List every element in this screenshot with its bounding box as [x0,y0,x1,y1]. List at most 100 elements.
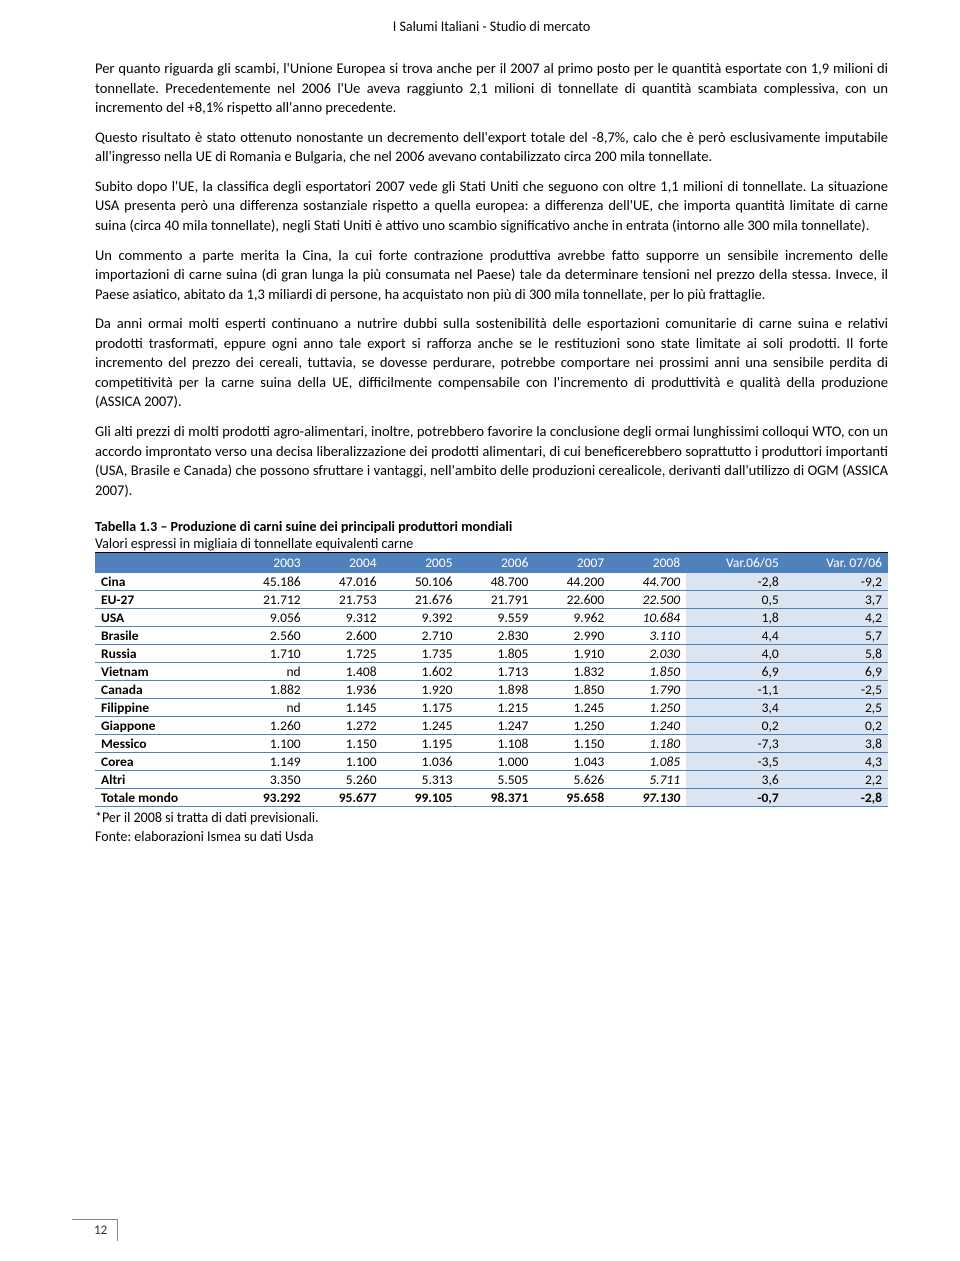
table-row: Messico1.1001.1501.1951.1081.1501.180-7,… [95,735,888,753]
cell: 3.110 [610,627,686,645]
cell: 9.392 [383,609,459,627]
table-row: Cina45.18647.01650.10648.70044.20044.700… [95,573,888,591]
cell: 1.145 [307,699,383,717]
cell: 21.753 [307,591,383,609]
table-row: EU-2721.71221.75321.67621.79122.60022.50… [95,591,888,609]
cell: 95.658 [534,789,610,807]
cell: 1.936 [307,681,383,699]
cell: 9.312 [307,609,383,627]
cell: 50.106 [383,573,459,591]
cell: 1.150 [534,735,610,753]
col-var0605: Var.06/05 [686,553,785,573]
cell: -0,7 [686,789,785,807]
cell: 97.130 [610,789,686,807]
cell: 1.725 [307,645,383,663]
cell: 3.350 [231,771,307,789]
cell: 5.313 [383,771,459,789]
row-label: Corea [95,753,231,771]
row-label: USA [95,609,231,627]
table-footnote-1: *Per il 2008 si tratta di dati prevision… [95,809,888,826]
table-title: Tabella 1.3 – Produzione di carni suine … [95,518,888,535]
cell: 21.791 [458,591,534,609]
table-row: Canada1.8821.9361.9201.8981.8501.790-1,1… [95,681,888,699]
col-2003: 2003 [231,553,307,573]
cell: 1.043 [534,753,610,771]
cell: 3,8 [785,735,888,753]
cell: 2.830 [458,627,534,645]
cell: -2,5 [785,681,888,699]
table-row: Totale mondo93.29295.67799.10598.37195.6… [95,789,888,807]
cell: 2,2 [785,771,888,789]
table-row: Giappone1.2601.2721.2451.2471.2501.2400,… [95,717,888,735]
cell: 0,2 [686,717,785,735]
cell: 1.085 [610,753,686,771]
row-label: Russia [95,645,231,663]
cell: 0,2 [785,717,888,735]
cell: 1.710 [231,645,307,663]
cell: 1.195 [383,735,459,753]
paragraph-3: Subito dopo l'UE, la classifica degli es… [95,177,888,236]
cell: 1.215 [458,699,534,717]
cell: 4,3 [785,753,888,771]
cell: 1.245 [534,699,610,717]
cell: 1.108 [458,735,534,753]
cell: 22.600 [534,591,610,609]
cell: 1.920 [383,681,459,699]
cell: 1.790 [610,681,686,699]
table-row: Brasile2.5602.6002.7102.8302.9903.1104,4… [95,627,888,645]
cell: 3,6 [686,771,785,789]
table-row: USA9.0569.3129.3929.5599.96210.6841,84,2 [95,609,888,627]
cell: 5.505 [458,771,534,789]
cell: 2.990 [534,627,610,645]
cell: -3,5 [686,753,785,771]
cell: 6,9 [686,663,785,681]
cell: 5.626 [534,771,610,789]
cell: nd [231,699,307,717]
row-label: Totale mondo [95,789,231,807]
cell: 1.100 [307,753,383,771]
cell: 0,5 [686,591,785,609]
row-label: EU-27 [95,591,231,609]
table-row: Filippinend1.1451.1751.2151.2451.2503,42… [95,699,888,717]
cell: nd [231,663,307,681]
cell: 6,9 [785,663,888,681]
cell: 47.016 [307,573,383,591]
cell: 1.250 [610,699,686,717]
page-number: 12 [72,1219,118,1241]
cell: 1.910 [534,645,610,663]
cell: 1.000 [458,753,534,771]
paragraph-6: Gli alti prezzi di molti prodotti agro-a… [95,422,888,500]
cell: 1.805 [458,645,534,663]
cell: 1.250 [534,717,610,735]
cell: 1.408 [307,663,383,681]
cell: 1.260 [231,717,307,735]
cell: 1.832 [534,663,610,681]
row-label: Filippine [95,699,231,717]
paragraph-4: Un commento a parte merita la Cina, la c… [95,246,888,305]
cell: 44.200 [534,573,610,591]
production-table: 2003 2004 2005 2006 2007 2008 Var.06/05 … [95,553,888,807]
cell: 1.149 [231,753,307,771]
cell: 10.684 [610,609,686,627]
col-var0706: Var. 07/06 [785,553,888,573]
cell: 95.677 [307,789,383,807]
cell: 9.559 [458,609,534,627]
col-2008: 2008 [610,553,686,573]
cell: 5,7 [785,627,888,645]
col-country [95,553,231,573]
cell: 3,7 [785,591,888,609]
cell: 5.260 [307,771,383,789]
table-row: Vietnamnd1.4081.6021.7131.8321.8506,96,9 [95,663,888,681]
table-row: Russia1.7101.7251.7351.8051.9102.0304,05… [95,645,888,663]
cell: 1,8 [686,609,785,627]
cell: -7,3 [686,735,785,753]
cell: 1.240 [610,717,686,735]
cell: 4,0 [686,645,785,663]
row-label: Giappone [95,717,231,735]
cell: 99.105 [383,789,459,807]
cell: 44.700 [610,573,686,591]
cell: 1.036 [383,753,459,771]
row-label: Canada [95,681,231,699]
cell: 1.100 [231,735,307,753]
cell: 2,5 [785,699,888,717]
